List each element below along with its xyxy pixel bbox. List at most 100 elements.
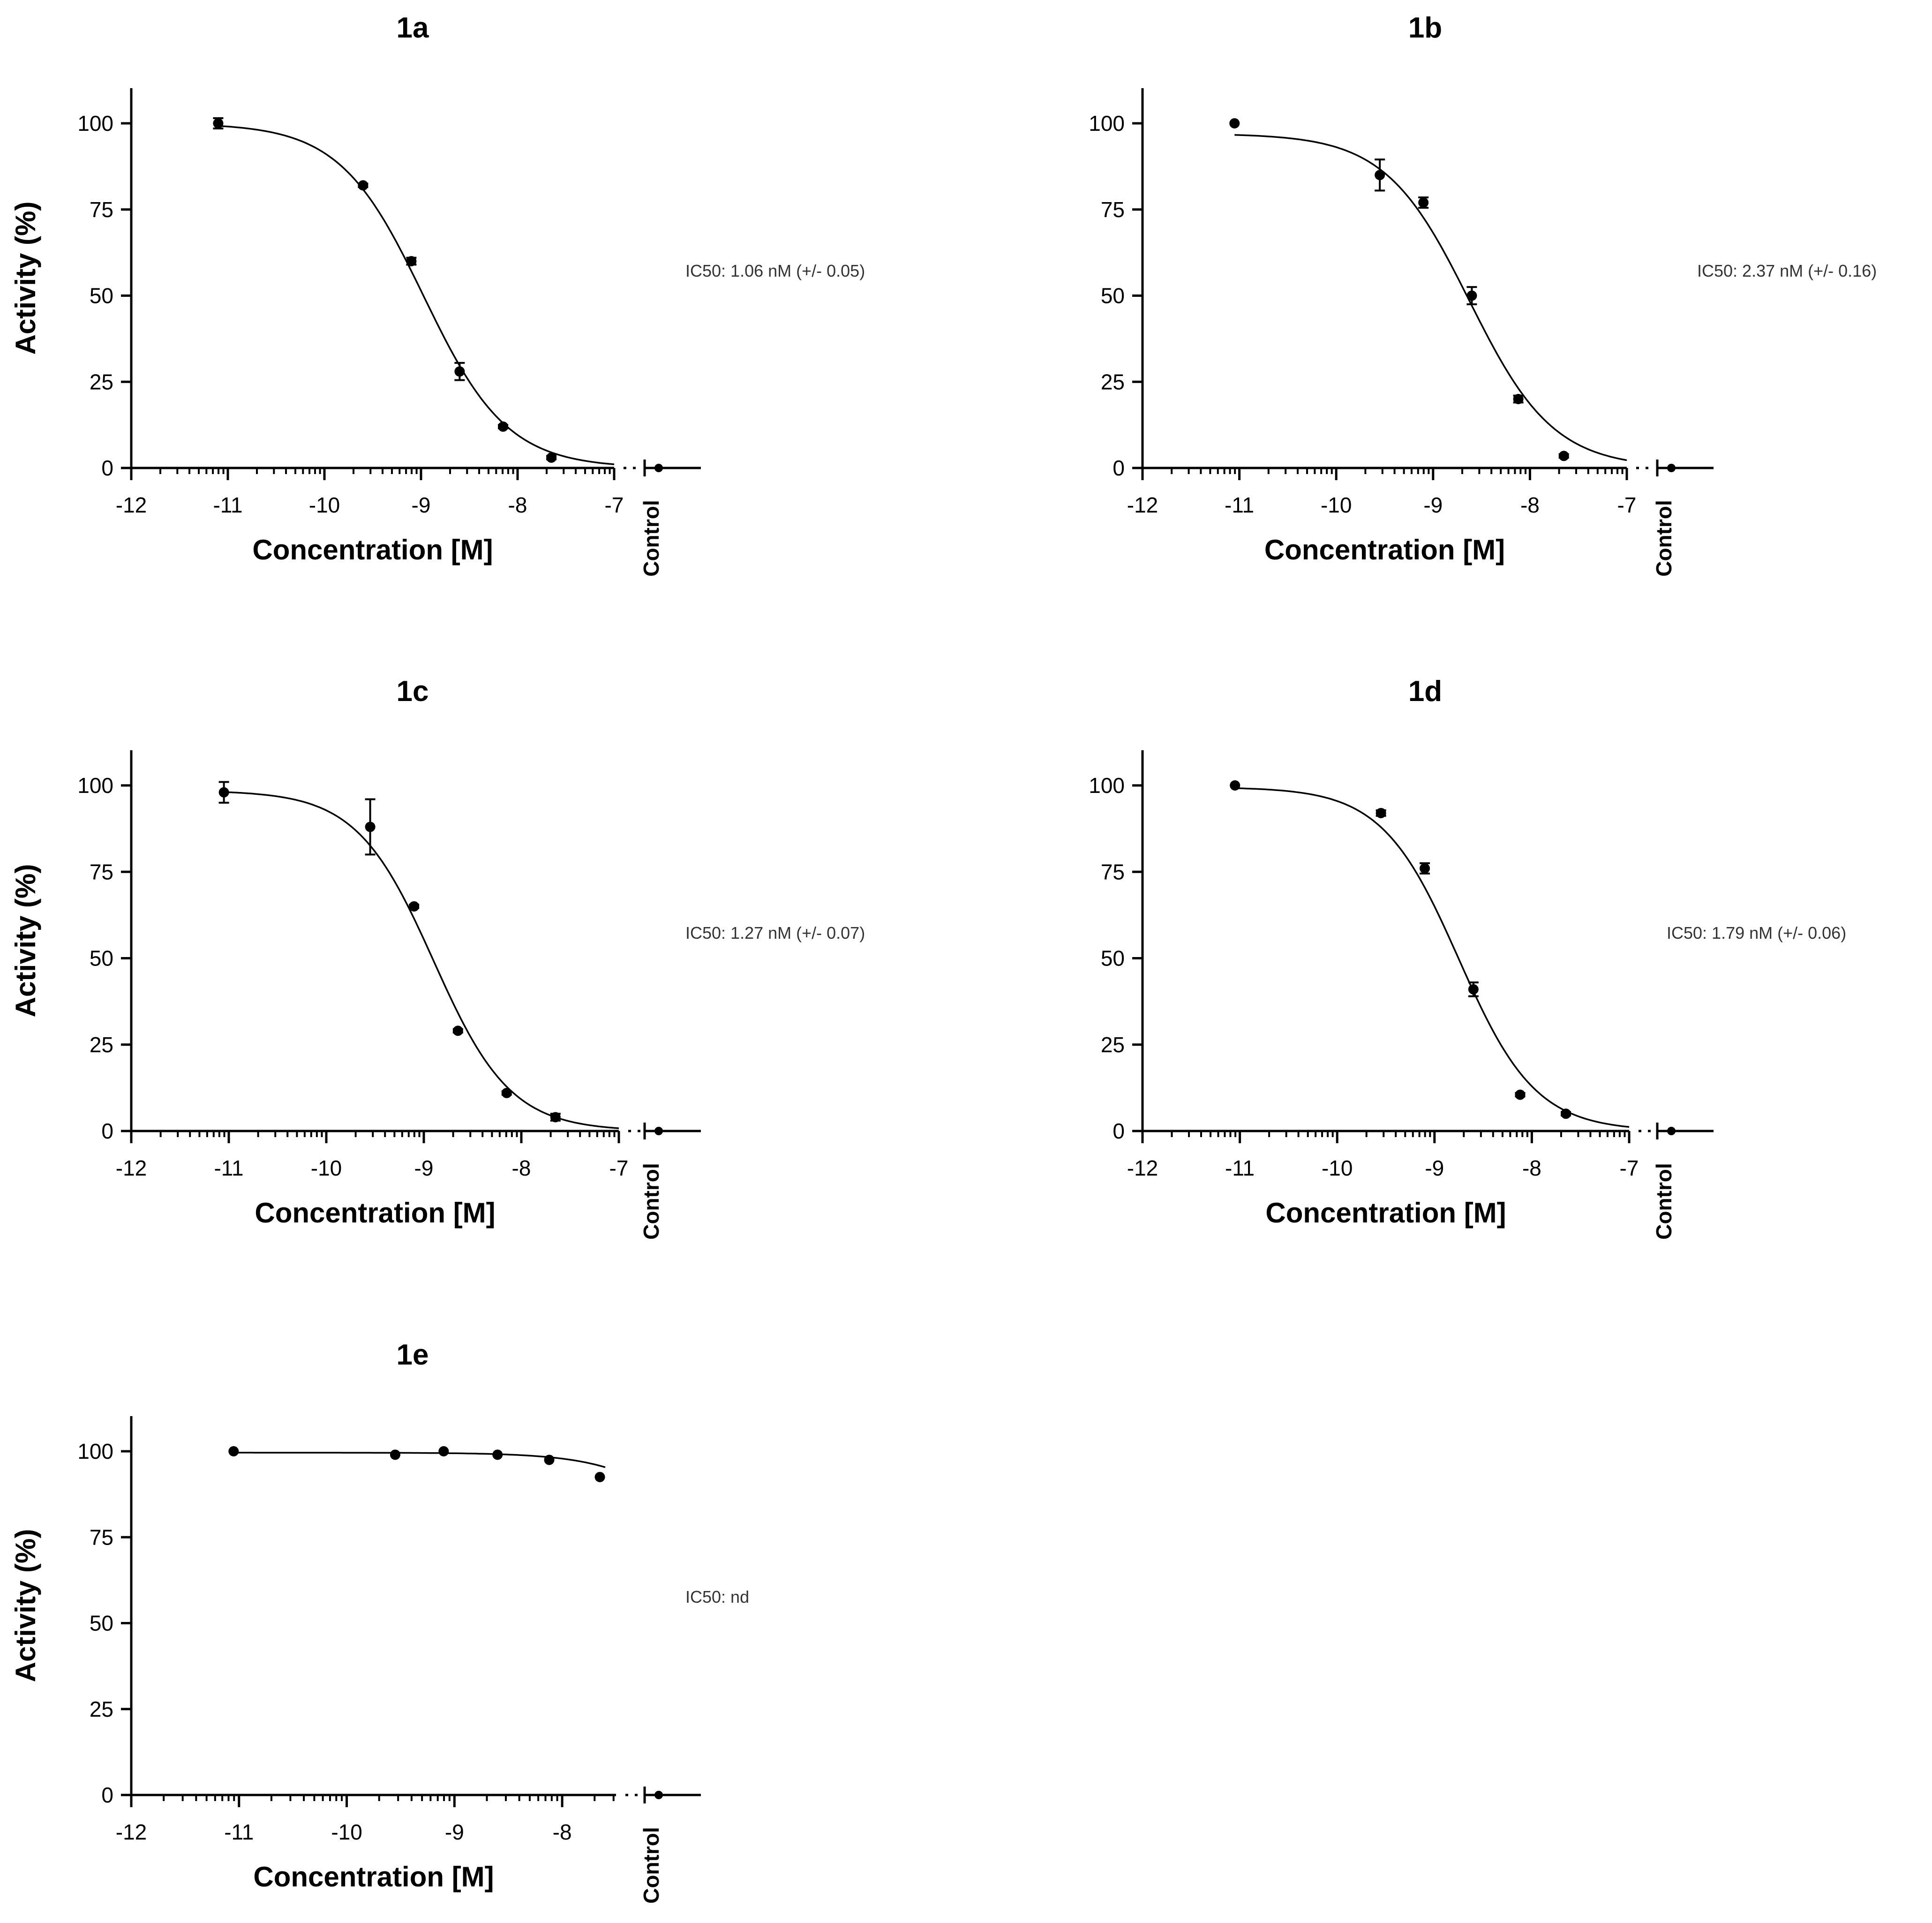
y-tick-label: 25 (1101, 370, 1125, 394)
ic50-annotation: IC50: nd (685, 1587, 749, 1606)
y-tick-label: 25 (90, 1697, 113, 1721)
x-tick-label: -8 (508, 493, 527, 517)
y-tick-label: 25 (90, 1033, 113, 1057)
x-tick-label: -10 (309, 493, 340, 517)
chart-title: 1b (1408, 12, 1442, 44)
y-tick-label: 100 (1089, 111, 1125, 136)
x-tick-label: -7 (1620, 1156, 1639, 1180)
data-point (1418, 197, 1429, 208)
data-point (1420, 863, 1430, 874)
data-point (1376, 807, 1386, 818)
y-axis-label: Activity (%) (10, 202, 41, 355)
fit-curve (233, 1452, 606, 1468)
y-tick-label: 75 (90, 1525, 113, 1549)
x-tick-label: -12 (1127, 493, 1158, 517)
y-tick-label: 100 (77, 773, 113, 798)
data-point (1513, 394, 1524, 404)
x-tick-label: -11 (224, 1820, 254, 1844)
y-tick-label: 100 (1089, 773, 1125, 798)
x-tick-label: -12 (1127, 1156, 1158, 1180)
x-tick-label: -9 (414, 1156, 434, 1180)
control-label: Control (1652, 500, 1676, 577)
y-tick-label: 100 (77, 111, 113, 136)
x-tick-label: -10 (1321, 493, 1352, 517)
data-point (218, 787, 229, 798)
y-tick-label: 100 (77, 1439, 113, 1463)
y-tick-label: 50 (90, 946, 113, 971)
chart-panel-1b: 1b 0 25 50 75 100 -12 -11 -10 -9 -8 -7 Concentration… (10, 12, 1877, 577)
x-tick-label: -7 (605, 493, 624, 517)
x-axis-label: Concentration [M] (252, 534, 493, 566)
data-point (1375, 170, 1385, 181)
x-axis-label: Concentration [M] (255, 1197, 495, 1229)
x-tick-label: -9 (412, 493, 431, 517)
fit-curve (224, 791, 619, 1129)
data-point (546, 452, 557, 463)
y-tick-label: 50 (1101, 284, 1125, 308)
y-tick-label: 0 (101, 1783, 113, 1807)
ic50-annotation: IC50: 1.27 nM (+/- 0.07) (685, 923, 865, 943)
y-tick-label: 0 (1113, 456, 1125, 480)
x-tick-label: -8 (1520, 493, 1540, 517)
x-tick-label: -8 (512, 1156, 531, 1180)
y-tick-label: 25 (90, 370, 113, 394)
data-point (1515, 1089, 1526, 1100)
data-point (594, 1471, 605, 1482)
x-axis-label: Concentration [M] (1265, 1197, 1506, 1229)
x-tick-label: -8 (1522, 1156, 1541, 1180)
data-point (228, 1446, 239, 1456)
y-axis-label: Activity (%) (10, 202, 41, 355)
y-tick-label: 75 (1101, 197, 1125, 222)
data-point (492, 1449, 503, 1460)
control-point (1667, 464, 1676, 472)
chart-title: 1e (397, 1339, 429, 1371)
data-point (1558, 451, 1569, 461)
data-point (358, 180, 368, 191)
chart-title: 1d (1408, 675, 1442, 708)
y-axis-label: Activity (%) (10, 864, 41, 1018)
x-tick-label: -9 (1425, 1156, 1444, 1180)
data-point (1466, 290, 1477, 301)
fit-curve (1235, 787, 1630, 1128)
fit-curve (1234, 134, 1627, 461)
control-label: Control (639, 1827, 663, 1904)
y-tick-label: 0 (101, 456, 113, 480)
chart-panel-1d: 1d 0 25 50 75 100 -12 -11 -10 -9 -8 -7 Concentration… (10, 675, 1846, 1240)
data-point (1561, 1109, 1571, 1119)
x-tick-label: -9 (1423, 493, 1443, 517)
y-tick-label: 50 (1101, 946, 1125, 971)
data-point (438, 1446, 449, 1456)
data-point (1468, 984, 1479, 995)
control-label: Control (639, 500, 663, 577)
x-axis-label: Concentration [M] (253, 1861, 494, 1893)
chart-panel-1a: 1a 0 25 50 75 100 -12 -11 -10 -9 -8 -7 Concentration… (10, 12, 865, 577)
data-point (501, 1087, 512, 1098)
y-tick-label: 75 (1101, 860, 1125, 884)
chart-panel-1e: 1e 0 25 50 75 100 -12 -11 -10 -9 -8 Concentration [… (10, 1339, 749, 1904)
data-point (454, 366, 465, 377)
data-point (365, 822, 376, 832)
x-tick-label: -12 (116, 1820, 147, 1844)
data-point (544, 1455, 555, 1465)
chart-title: 1a (397, 12, 429, 44)
x-tick-label: -9 (445, 1820, 464, 1844)
y-axis-label: Activity (%) (10, 864, 41, 1018)
y-tick-label: 0 (1113, 1119, 1125, 1143)
x-tick-label: -11 (1225, 493, 1254, 517)
y-tick-label: 75 (90, 197, 113, 222)
control-point (654, 1791, 663, 1799)
control-point (1667, 1127, 1676, 1135)
x-tick-label: -11 (214, 1156, 243, 1180)
data-point (406, 256, 417, 266)
y-tick-label: 50 (90, 284, 113, 308)
x-axis-label: Concentration [M] (1264, 534, 1505, 566)
fit-curve (218, 125, 615, 466)
data-point (390, 1449, 400, 1460)
control-label: Control (639, 1163, 663, 1240)
x-tick-label: -10 (311, 1156, 342, 1180)
y-tick-label: 50 (90, 1611, 113, 1636)
x-tick-label: -12 (116, 1156, 147, 1180)
ic50-annotation: IC50: 2.37 nM (+/- 0.16) (1697, 261, 1877, 280)
x-tick-label: -12 (116, 493, 147, 517)
